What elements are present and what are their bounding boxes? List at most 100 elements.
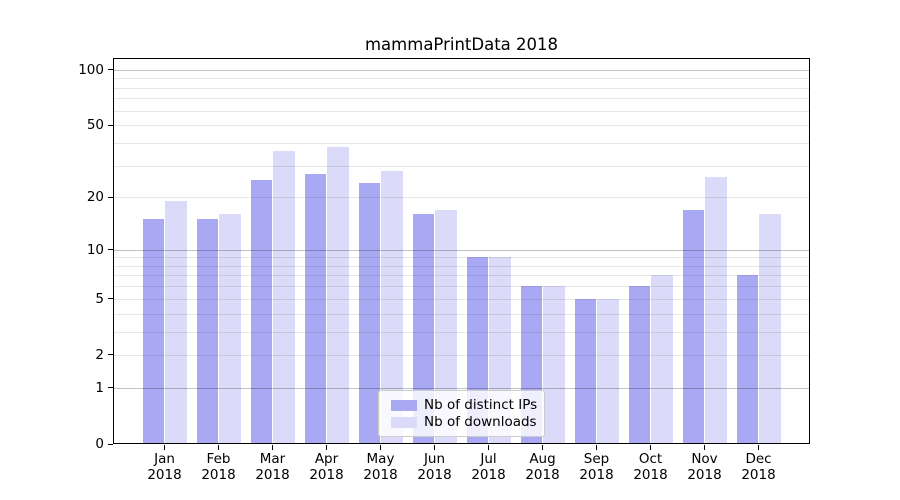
x-tick-label: Apr 2018 (295, 451, 359, 483)
bar-downloads (381, 171, 403, 444)
minor-gridline (114, 354, 809, 356)
minor-gridline (114, 298, 809, 300)
x-tick (650, 445, 651, 450)
bar-distinct-ips (250, 179, 272, 444)
x-tick-label: Nov 2018 (673, 451, 737, 483)
x-tick-year: 2018 (201, 467, 236, 483)
x-tick (596, 445, 597, 450)
legend: Nb of distinct IPs Nb of downloads (378, 390, 545, 437)
x-tick-label: Sep 2018 (565, 451, 629, 483)
x-tick-label: Mar 2018 (241, 451, 305, 483)
minor-gridline (114, 142, 809, 144)
x-tick (272, 445, 273, 450)
bar-distinct-ips (304, 173, 326, 444)
x-tick-year: 2018 (741, 467, 776, 483)
x-tick-year: 2018 (633, 467, 668, 483)
minor-gridline (114, 265, 809, 267)
bar-distinct-ips (574, 298, 596, 444)
y-tick-label: 0 (95, 436, 104, 452)
x-tick-month: Jun (423, 451, 446, 467)
minor-gridline (114, 286, 809, 288)
minor-gridline (114, 98, 809, 100)
x-tick-month: Apr (314, 451, 339, 467)
x-tick-year: 2018 (471, 467, 506, 483)
x-tick-month: May (366, 451, 395, 467)
minor-gridline (114, 87, 809, 89)
y-tick (108, 196, 113, 198)
x-tick-label: Jun 2018 (403, 451, 467, 483)
y-tick (108, 443, 113, 445)
x-tick-month: Aug (529, 451, 556, 467)
bar-distinct-ips (682, 209, 704, 444)
bar-downloads (273, 151, 295, 444)
x-tick (380, 445, 381, 450)
major-gridline (114, 69, 809, 71)
bar-downloads (543, 286, 565, 444)
x-tick-label: Feb 2018 (187, 451, 251, 483)
minor-gridline (114, 110, 809, 112)
x-tick-year: 2018 (309, 467, 344, 483)
y-tick (108, 354, 113, 356)
bar-distinct-ips (628, 286, 650, 444)
minor-gridline (114, 331, 809, 333)
bar-downloads (219, 214, 241, 444)
bar-downloads (759, 214, 781, 444)
x-tick (704, 445, 705, 450)
major-gridline (114, 249, 809, 251)
x-tick-month: Jul (480, 451, 497, 467)
legend-item-distinct-ips: Nb of distinct IPs (391, 397, 538, 414)
legend-label-distinct-ips: Nb of distinct IPs (424, 397, 538, 413)
major-gridline (114, 387, 809, 389)
bar-downloads (327, 147, 349, 444)
x-tick-year: 2018 (363, 467, 398, 483)
chart-title: mammaPrintData 2018 (364, 35, 559, 54)
minor-gridline (114, 197, 809, 199)
legend-swatch-distinct-ips (391, 400, 417, 411)
x-tick-year: 2018 (255, 467, 290, 483)
y-tick (108, 124, 113, 126)
x-tick-label: Jul 2018 (457, 451, 521, 483)
bar-downloads (651, 275, 673, 444)
bar-downloads (435, 209, 457, 444)
minor-gridline (114, 257, 809, 259)
bar-downloads (597, 298, 619, 444)
y-tick (108, 387, 113, 389)
y-tick-label: 50 (86, 117, 104, 134)
bar-distinct-ips (412, 214, 434, 444)
y-tick-label: 20 (86, 189, 104, 206)
legend-swatch-downloads (391, 417, 417, 428)
x-tick (488, 445, 489, 450)
y-tick-label: 1 (95, 379, 104, 396)
y-tick-label: 5 (95, 290, 104, 307)
legend-label-downloads: Nb of downloads (424, 414, 537, 430)
x-tick (758, 445, 759, 450)
y-tick (108, 69, 113, 71)
y-tick-label: 10 (86, 241, 104, 258)
y-tick-label: 100 (78, 61, 104, 78)
legend-item-downloads: Nb of downloads (391, 414, 537, 431)
x-tick-label: Oct 2018 (619, 451, 683, 483)
x-tick-label: Aug 2018 (511, 451, 575, 483)
x-tick-month: Dec (745, 451, 772, 467)
bar-downloads (165, 201, 187, 444)
minor-gridline (114, 125, 809, 127)
y-tick-label: 2 (95, 346, 104, 363)
x-tick-year: 2018 (525, 467, 560, 483)
x-tick-month: Mar (259, 451, 286, 467)
x-tick (218, 445, 219, 450)
x-tick-year: 2018 (147, 467, 182, 483)
x-tick (542, 445, 543, 450)
x-tick (326, 445, 327, 450)
minor-gridline (114, 275, 809, 277)
x-tick-label: Dec 2018 (727, 451, 791, 483)
minor-gridline (114, 78, 809, 80)
x-tick-label: Jan 2018 (133, 451, 197, 483)
x-tick-month: Feb (206, 451, 231, 467)
y-tick (108, 249, 113, 251)
x-tick (164, 445, 165, 450)
x-tick-year: 2018 (417, 467, 452, 483)
